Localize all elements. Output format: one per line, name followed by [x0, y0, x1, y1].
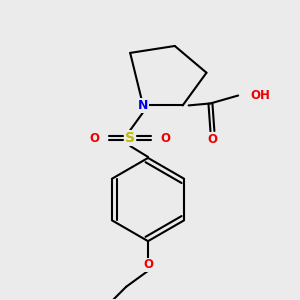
Text: S: S [125, 131, 135, 145]
Text: N: N [138, 99, 148, 112]
Text: O: O [207, 133, 218, 146]
Text: O: O [161, 132, 171, 145]
Text: O: O [89, 132, 100, 145]
Text: O: O [143, 258, 153, 272]
Text: OH: OH [250, 89, 270, 102]
